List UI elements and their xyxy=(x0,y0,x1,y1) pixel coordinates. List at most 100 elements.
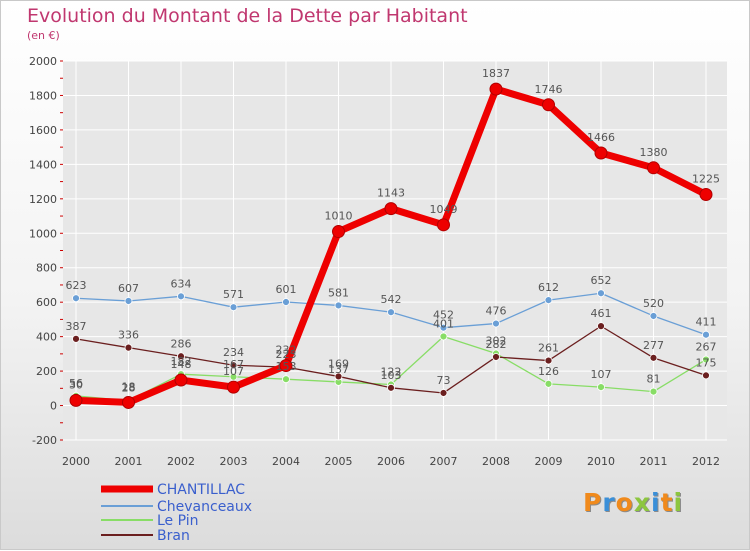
data-label: 137 xyxy=(328,363,349,376)
data-label: 107 xyxy=(591,368,612,381)
data-point xyxy=(597,289,605,298)
y-tick-label: 0 xyxy=(50,400,57,413)
data-point xyxy=(124,343,133,352)
series-chantillac xyxy=(69,82,713,409)
data-point xyxy=(439,389,448,397)
data-point xyxy=(387,383,395,392)
data-point xyxy=(279,359,293,373)
x-tick-label: 2006 xyxy=(377,455,405,468)
x-tick-label: 2009 xyxy=(535,455,563,468)
data-point xyxy=(72,334,80,343)
data-label: 601 xyxy=(276,283,297,296)
data-label: 1225 xyxy=(692,173,720,186)
data-label: 302 xyxy=(486,335,507,348)
x-tick-label: 2012 xyxy=(692,455,720,468)
data-label: 1746 xyxy=(535,83,563,96)
data-label: 153 xyxy=(276,360,297,373)
data-label: 261 xyxy=(538,342,559,355)
data-label: 1143 xyxy=(377,187,405,200)
legend-label: CHANTILLAC xyxy=(157,482,245,498)
data-label: 520 xyxy=(643,297,664,310)
legend-label: Bran xyxy=(157,528,190,544)
y-tick-label: 800 xyxy=(36,262,57,275)
data-point xyxy=(647,161,660,175)
data-point xyxy=(122,395,135,409)
x-tick-label: 2004 xyxy=(272,455,300,468)
chart-title: Evolution du Montant de la Dette par Hab… xyxy=(27,5,468,27)
data-label: 411 xyxy=(696,316,717,329)
data-label: 167 xyxy=(223,358,244,371)
data-label: 571 xyxy=(223,288,244,301)
data-label: 81 xyxy=(647,373,661,386)
plot-area xyxy=(63,61,727,440)
y-tick-label: 1600 xyxy=(29,124,57,137)
y-tick-label: -200 xyxy=(32,434,57,447)
data-label: 18 xyxy=(122,380,136,393)
y-tick-label: 1000 xyxy=(29,227,57,240)
data-label: 148 xyxy=(171,358,192,371)
x-tick-label: 2010 xyxy=(587,455,615,468)
data-point xyxy=(332,225,345,239)
data-point xyxy=(542,98,555,112)
legend-label: Le Pin xyxy=(157,513,199,529)
data-label: 277 xyxy=(643,339,664,352)
series-bran xyxy=(72,322,710,397)
data-label: 286 xyxy=(171,337,192,350)
y-tick-label: 2000 xyxy=(29,55,57,68)
y-tick-label: 400 xyxy=(36,331,57,344)
grid-lines: -200 0 200 400 600 800 1000 1200 1400 1600 1800 200… xyxy=(29,55,727,447)
series-chevanceaux xyxy=(72,289,710,339)
data-point xyxy=(384,202,398,216)
data-label: 1010 xyxy=(325,210,353,223)
x-tick-label: 2008 xyxy=(482,455,510,468)
y-tick-label: 600 xyxy=(36,296,57,309)
x-tick-label: 2001 xyxy=(115,455,143,468)
data-label: 103 xyxy=(381,369,402,382)
data-point xyxy=(594,146,608,160)
data-label: 175 xyxy=(696,356,717,369)
data-label: 1049 xyxy=(430,203,458,216)
data-label: 401 xyxy=(433,317,454,330)
data-point xyxy=(492,319,500,328)
data-label: 476 xyxy=(486,305,507,318)
data-point xyxy=(334,301,343,310)
data-point xyxy=(174,373,188,387)
x-tick-label: 2000 xyxy=(62,455,90,468)
data-label: 223 xyxy=(276,348,297,361)
data-point xyxy=(177,352,185,361)
data-point xyxy=(702,355,710,364)
data-label: 267 xyxy=(696,341,717,354)
data-point xyxy=(597,383,605,392)
x-tick-label: 2005 xyxy=(325,455,353,468)
data-label: 182 xyxy=(171,355,192,368)
data-point xyxy=(544,356,553,365)
x-tick-label: 2007 xyxy=(430,455,458,468)
data-label: 30 xyxy=(69,378,83,391)
data-point xyxy=(387,308,395,317)
data-label: 452 xyxy=(433,309,454,322)
data-point xyxy=(649,312,658,320)
data-point xyxy=(544,296,553,305)
data-label: 1837 xyxy=(482,67,510,80)
data-point xyxy=(597,322,605,331)
data-point xyxy=(492,353,500,361)
data-label: 122 xyxy=(381,366,402,379)
data-label: 542 xyxy=(381,293,402,306)
data-point xyxy=(439,323,448,332)
data-point xyxy=(227,380,240,394)
chart-unit: (en €) xyxy=(27,29,60,42)
data-label: 607 xyxy=(118,282,139,295)
data-point xyxy=(702,371,710,380)
proxiti-logo: Proxiti xyxy=(583,488,684,517)
data-label: 623 xyxy=(66,279,87,292)
data-label: 634 xyxy=(171,277,192,290)
data-label: 612 xyxy=(538,281,559,294)
data-label: 56 xyxy=(69,377,83,390)
data-label: 1466 xyxy=(587,131,615,144)
data-point xyxy=(649,387,658,396)
data-point xyxy=(69,393,83,407)
data-label: 232 xyxy=(276,344,297,357)
data-point xyxy=(649,353,658,362)
y-tick-label: 1400 xyxy=(29,158,57,171)
